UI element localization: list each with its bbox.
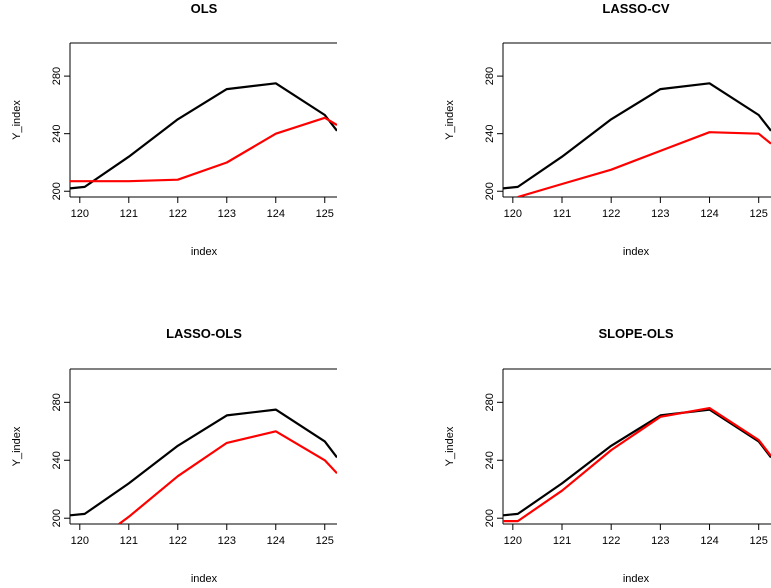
- series-line-black: [70, 408, 337, 517]
- x-axis-label: index: [623, 246, 650, 258]
- x-tick-label: 124: [267, 208, 285, 220]
- series-line-red: [517, 131, 771, 197]
- y-tick-label: 200: [484, 509, 496, 527]
- chart-title: OLS: [191, 1, 218, 16]
- x-tick-label: 120: [504, 208, 522, 220]
- series-line-black: [503, 408, 771, 517]
- y-axis-label: Y_index: [11, 100, 23, 140]
- series-line-red: [503, 407, 771, 523]
- x-tick-label: 124: [700, 208, 718, 220]
- y-tick-label: 280: [51, 393, 63, 411]
- x-tick-label: 124: [700, 535, 718, 547]
- x-tick-label: 123: [651, 208, 669, 220]
- x-tick-label: 122: [169, 535, 187, 547]
- x-tick-label: 122: [602, 208, 620, 220]
- x-tick-label: 121: [553, 208, 571, 220]
- x-tick-label: 123: [218, 535, 236, 547]
- x-tick-label: 121: [120, 535, 138, 547]
- y-axis-label: Y_index: [444, 426, 456, 466]
- x-axis-label: index: [191, 573, 218, 585]
- series-line-red: [118, 430, 337, 524]
- y-tick-label: 240: [51, 451, 63, 469]
- chart-title: SLOPE-OLS: [598, 326, 673, 341]
- x-tick-label: 122: [602, 535, 620, 547]
- chart-panel: OLS 120 121 122 123 124 125 200 240 280 index Y_ind…: [11, 1, 337, 258]
- series-line-black: [70, 82, 337, 190]
- chart-panel: LASSO-CV 120 121 122 123 124 125 200 240 280 index…: [444, 1, 771, 258]
- y-tick-label: 280: [484, 393, 496, 411]
- x-tick-label: 125: [316, 535, 334, 547]
- series-line-black: [503, 82, 771, 190]
- y-tick-label: 280: [51, 67, 63, 85]
- series-line-red: [70, 116, 337, 183]
- chart-panel: SLOPE-OLS 120 121 122 123 124 125 200 240 280 inde…: [444, 326, 771, 585]
- x-tick-label: 120: [504, 535, 522, 547]
- x-tick-label: 123: [218, 208, 236, 220]
- chart-panel: LASSO-OLS 120 121 122 123 124 125 200 240 280 inde…: [11, 326, 337, 585]
- y-tick-label: 200: [51, 509, 63, 527]
- y-tick-label: 200: [51, 182, 63, 200]
- y-tick-label: 240: [51, 124, 63, 142]
- y-axis-label: Y_index: [11, 426, 23, 466]
- x-axis-label: index: [191, 246, 218, 258]
- x-axis-label: index: [623, 573, 650, 585]
- x-tick-label: 122: [169, 208, 187, 220]
- x-tick-label: 120: [71, 535, 89, 547]
- chart-title: LASSO-CV: [602, 1, 670, 16]
- x-tick-label: 124: [267, 535, 285, 547]
- x-tick-label: 125: [316, 208, 334, 220]
- x-tick-label: 120: [71, 208, 89, 220]
- x-tick-label: 121: [553, 535, 571, 547]
- x-tick-label: 125: [750, 208, 768, 220]
- y-tick-label: 200: [484, 182, 496, 200]
- y-tick-label: 240: [484, 124, 496, 142]
- chart-title: LASSO-OLS: [166, 326, 242, 341]
- x-tick-label: 125: [750, 535, 768, 547]
- x-tick-label: 121: [120, 208, 138, 220]
- y-axis-label: Y_index: [444, 100, 456, 140]
- x-tick-label: 123: [651, 535, 669, 547]
- y-tick-label: 280: [484, 67, 496, 85]
- y-tick-label: 240: [484, 451, 496, 469]
